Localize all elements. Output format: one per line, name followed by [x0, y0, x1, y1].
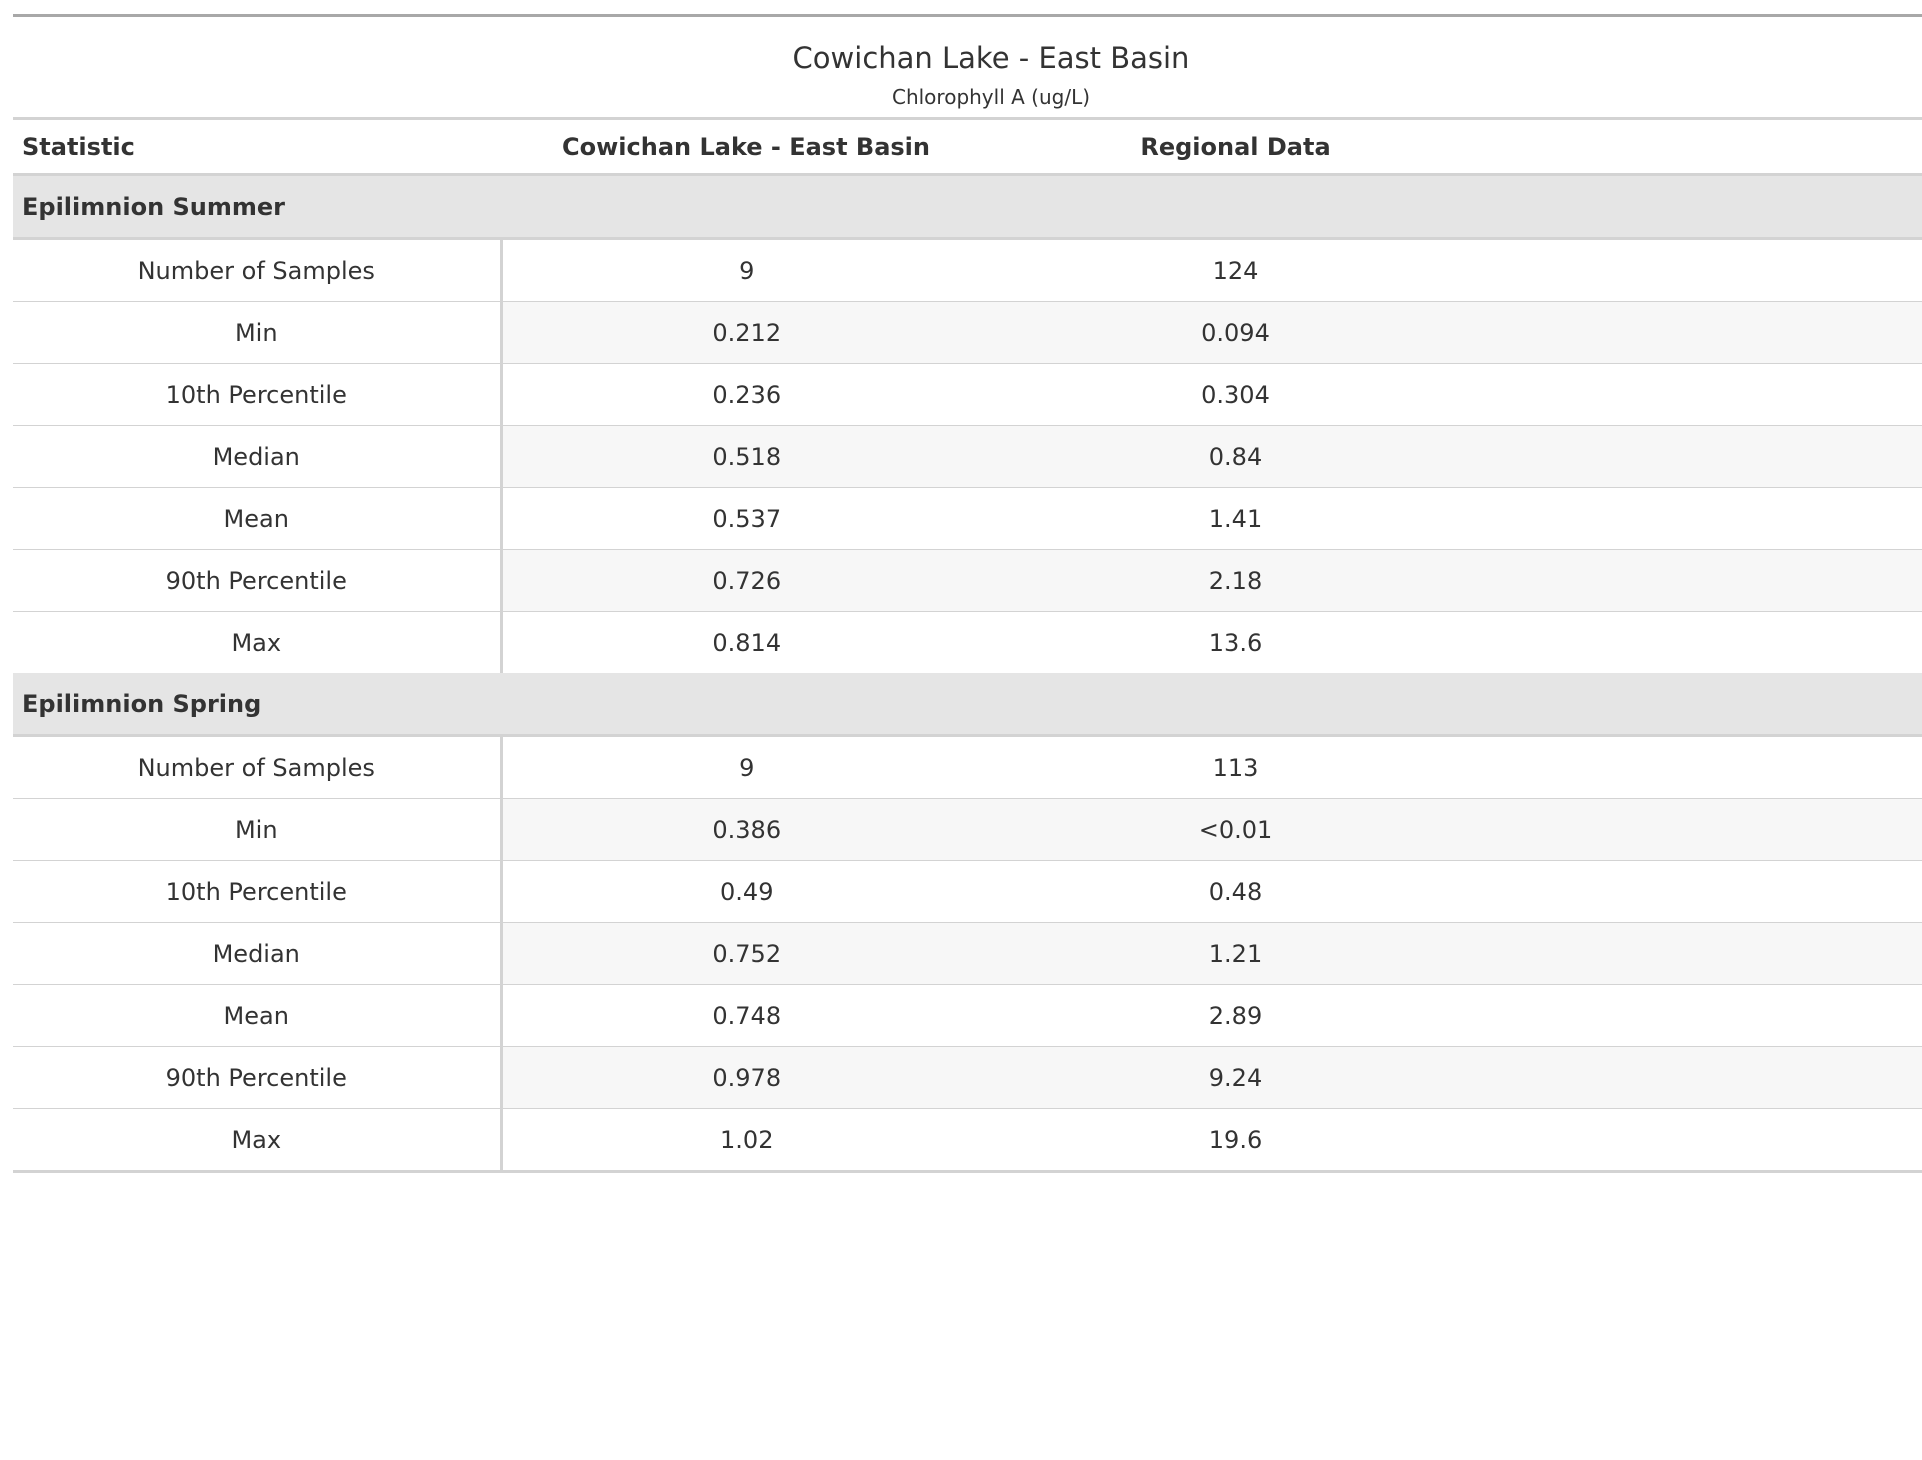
- table-row: 10th Percentile 0.236 0.304: [13, 363, 1922, 426]
- table-row: Number of Samples 9 124: [13, 238, 1922, 302]
- statistic-cell: Min: [13, 798, 503, 861]
- group-label: Epilimnion Summer: [13, 174, 1922, 240]
- statistic-cell: Number of Samples: [13, 238, 503, 302]
- lake-value-cell: 0.978: [501, 1046, 991, 1109]
- lake-value-cell: 0.537: [501, 487, 991, 550]
- regional-value-cell: 0.304: [991, 363, 1480, 426]
- table-row: 90th Percentile 0.726 2.18: [13, 549, 1922, 612]
- spacer-cell: [1480, 984, 1922, 1047]
- lake-value-cell: 9: [501, 735, 991, 799]
- regional-value-cell: 113: [991, 735, 1480, 799]
- column-header-row: Statistic Cowichan Lake - East Basin Reg…: [13, 118, 1922, 176]
- table-title-row: Cowichan Lake - East Basin: [13, 14, 1922, 77]
- table-row: Number of Samples 9 113: [13, 735, 1922, 799]
- regional-value-cell: 2.18: [991, 549, 1480, 612]
- lake-value-cell: 0.49: [501, 860, 991, 923]
- statistic-cell: Max: [13, 611, 503, 673]
- lake-value-cell: 0.386: [501, 798, 991, 861]
- lake-value-cell: 0.814: [501, 611, 991, 673]
- table-row: Mean 0.537 1.41: [13, 487, 1922, 550]
- spacer-cell: [1480, 922, 1922, 985]
- spacer-cell: [1480, 735, 1922, 799]
- regional-value-cell: 9.24: [991, 1046, 1480, 1109]
- spacer-cell: [1480, 860, 1922, 923]
- spacer-cell: [1480, 798, 1922, 861]
- regional-value-cell: 0.48: [991, 860, 1480, 923]
- regional-value-cell: 0.094: [991, 301, 1480, 364]
- lake-value-cell: 0.752: [501, 922, 991, 985]
- statistic-cell: 90th Percentile: [13, 1046, 503, 1109]
- regional-value-cell: 1.21: [991, 922, 1480, 985]
- table-row: 90th Percentile 0.978 9.24: [13, 1046, 1922, 1109]
- spacer-cell: [1480, 549, 1922, 612]
- table-row: Max 1.02 19.6: [13, 1108, 1922, 1173]
- regional-value-cell: 19.6: [991, 1108, 1480, 1173]
- table-row: Median 0.518 0.84: [13, 425, 1922, 488]
- table-row: 10th Percentile 0.49 0.48: [13, 860, 1922, 923]
- statistic-cell: Mean: [13, 984, 503, 1047]
- lake-value-cell: 0.518: [501, 425, 991, 488]
- lake-value-cell: 0.236: [501, 363, 991, 426]
- table-row: Min 0.386 <0.01: [13, 798, 1922, 861]
- column-header-lake: Cowichan Lake - East Basin: [501, 118, 991, 176]
- column-header-statistic: Statistic: [13, 118, 501, 176]
- table-row: Min 0.212 0.094: [13, 301, 1922, 364]
- regional-value-cell: 1.41: [991, 487, 1480, 550]
- group-row: Epilimnion Spring: [13, 673, 1922, 737]
- spacer-cell: [1480, 611, 1922, 673]
- regional-value-cell: 124: [991, 238, 1480, 302]
- table-row: Median 0.752 1.21: [13, 922, 1922, 985]
- regional-value-cell: 2.89: [991, 984, 1480, 1047]
- spacer-cell: [1480, 363, 1922, 426]
- column-header-regional: Regional Data: [991, 118, 1480, 176]
- lake-value-cell: 1.02: [501, 1108, 991, 1173]
- regional-value-cell: <0.01: [991, 798, 1480, 861]
- table-row: Max 0.814 13.6: [13, 611, 1922, 673]
- statistic-cell: Max: [13, 1108, 503, 1173]
- spacer-cell: [1480, 238, 1922, 302]
- statistic-cell: Min: [13, 301, 503, 364]
- table-subtitle-row: Chlorophyll A (ug/L): [13, 77, 1922, 120]
- lake-value-cell: 0.212: [501, 301, 991, 364]
- statistic-cell: Median: [13, 922, 503, 985]
- regional-value-cell: 13.6: [991, 611, 1480, 673]
- statistic-cell: 10th Percentile: [13, 860, 503, 923]
- column-header-spacer: [1480, 118, 1922, 176]
- statistic-cell: 10th Percentile: [13, 363, 503, 426]
- statistic-cell: 90th Percentile: [13, 549, 503, 612]
- statistic-cell: Number of Samples: [13, 735, 503, 799]
- lake-value-cell: 0.748: [501, 984, 991, 1047]
- lake-value-cell: 9: [501, 238, 991, 302]
- spacer-cell: [1480, 1046, 1922, 1109]
- lake-value-cell: 0.726: [501, 549, 991, 612]
- summary-statistics-table: Cowichan Lake - East Basin Chlorophyll A…: [13, 14, 1922, 1173]
- statistic-cell: Mean: [13, 487, 503, 550]
- table-subtitle: Chlorophyll A (ug/L): [891, 85, 1091, 109]
- statistic-cell: Median: [13, 425, 503, 488]
- spacer-cell: [1480, 487, 1922, 550]
- spacer-cell: [1480, 1108, 1922, 1173]
- table-title: Cowichan Lake - East Basin: [792, 41, 1190, 75]
- table-row: Mean 0.748 2.89: [13, 984, 1922, 1047]
- table-body: Epilimnion Summer Number of Samples 9 124 Mi…: [13, 174, 1922, 1173]
- spacer-cell: [1480, 301, 1922, 364]
- group-row: Epilimnion Summer: [13, 174, 1922, 240]
- spacer-cell: [1480, 425, 1922, 488]
- group-label: Epilimnion Spring: [13, 673, 1922, 737]
- regional-value-cell: 0.84: [991, 425, 1480, 488]
